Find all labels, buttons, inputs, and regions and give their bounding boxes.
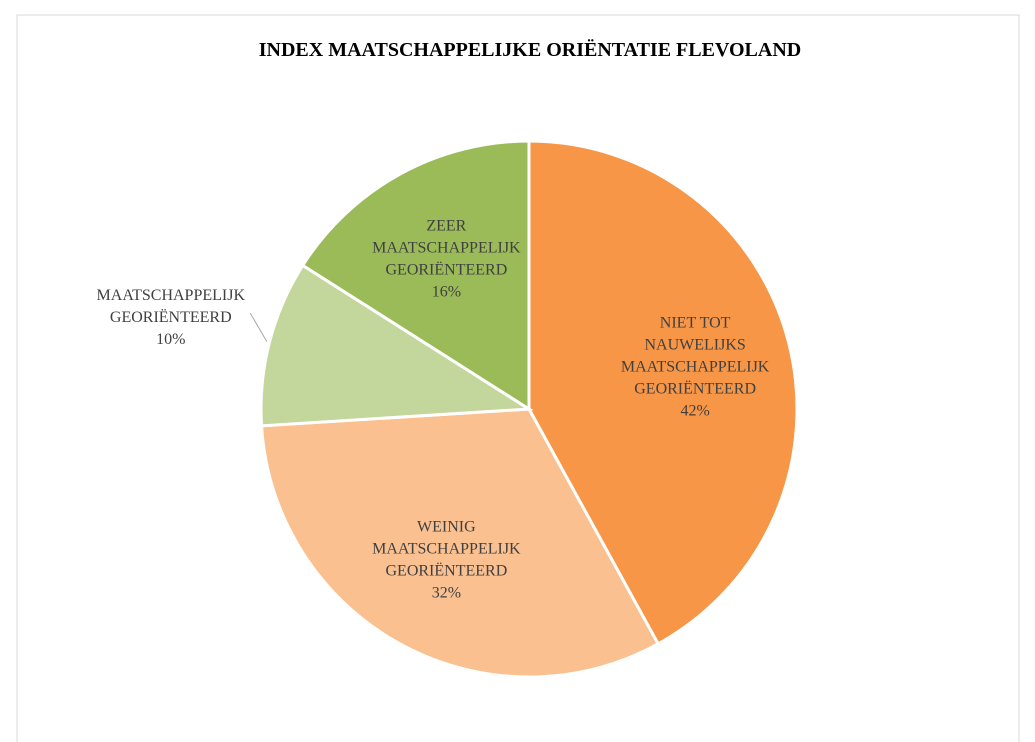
label-line: MAATSCHAPPELIJK	[372, 540, 521, 557]
value-label: 42%	[680, 402, 709, 419]
label-line: MAATSCHAPPELIJK	[621, 358, 770, 375]
pie-slice	[259, 263, 534, 428]
data-label: WEINIG MAATSCHAPPELIJK GEORIËNTEERD 32%	[372, 518, 521, 601]
data-label: NIET TOT NAUWELIJKS MAATSCHAPPELIJK GEORIËN…	[621, 314, 770, 419]
value-label: 32%	[432, 584, 461, 601]
label-line: WEINIG	[417, 518, 476, 535]
value-label: 10%	[156, 331, 185, 348]
label-line: NAUWELIJKS	[644, 336, 745, 353]
label-line: GEORIËNTEERD	[385, 261, 507, 279]
label-line: MAATSCHAPPELIJK	[97, 287, 246, 304]
label-line: NIET TOT	[660, 314, 731, 331]
value-label: 16%	[432, 284, 461, 301]
leader-line	[249, 312, 268, 342]
pie-slice	[527, 139, 799, 646]
label-line: ZEER	[426, 218, 466, 235]
pie-slice	[259, 407, 661, 679]
label-line: GEORIËNTEERD	[634, 379, 756, 397]
pie-slice	[300, 139, 531, 412]
label-line: MAATSCHAPPELIJK	[372, 240, 521, 257]
label-line: GEORIËNTEERD	[385, 561, 507, 579]
label-line: GEORIËNTEERD	[110, 308, 232, 326]
chart-title: INDEX MAATSCHAPPELIJKE ORIËNTATIE FLEVOL…	[259, 38, 801, 61]
data-label: ZEER MAATSCHAPPELIJK GEORIËNTEERD 16%	[372, 218, 521, 301]
data-label: MAATSCHAPPELIJK GEORIËNTEERD 10%	[97, 287, 246, 348]
